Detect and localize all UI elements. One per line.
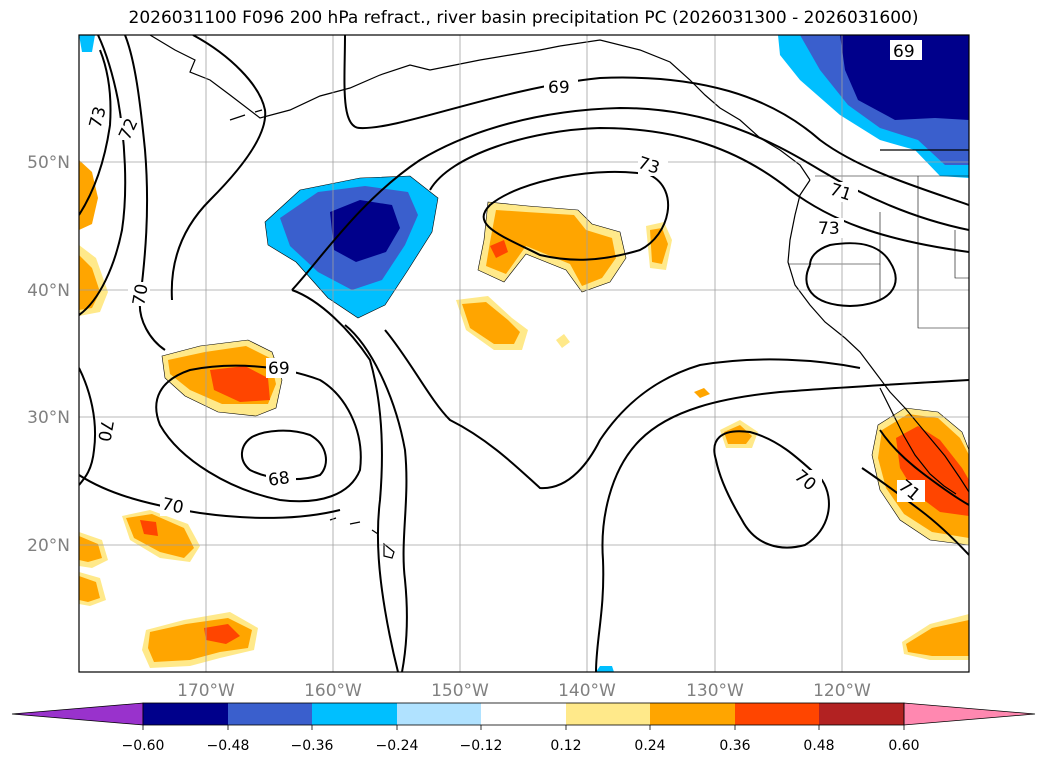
contour-label: 70 <box>93 418 116 443</box>
lon-label: 130°W <box>686 681 744 701</box>
colorbar-bin <box>650 703 735 725</box>
contour-label: 69 <box>268 359 290 379</box>
contour-labels: 69 69 73 72 70 73 71 73 69 68 70 70 70 <box>84 40 925 518</box>
alaska-coast <box>149 35 561 119</box>
colorbar-bin <box>397 703 481 725</box>
colorbar-bin <box>566 703 650 725</box>
contour-label: 70 <box>129 282 152 307</box>
colorbar-bin <box>312 703 397 725</box>
lat-label: 50°N <box>27 153 70 173</box>
colorbar-extend-low <box>11 702 144 726</box>
colorbar-tick-label: 0.24 <box>634 738 665 754</box>
hawaii-islands <box>329 517 395 559</box>
colorbar-bin <box>143 703 228 725</box>
colorbar-tick-label: −0.48 <box>207 738 250 754</box>
contour-label: 68 <box>267 468 291 491</box>
refractivity-contours <box>79 35 969 672</box>
colorbar-tick-label: 0.48 <box>803 738 834 754</box>
lat-label: 20°N <box>27 536 70 556</box>
colorbar-tick-label: 0.12 <box>550 738 581 754</box>
map-frame <box>78 34 970 673</box>
colorbar-bin <box>228 703 312 725</box>
lat-label: 30°N <box>27 408 70 428</box>
lon-label: 160°W <box>304 681 362 701</box>
longitude-labels: 170°W 160°W 150°W 140°W 130°W 120°W <box>177 681 871 701</box>
colorbar-bin <box>819 703 904 725</box>
colorbar-tick-label: 0.60 <box>888 738 919 754</box>
colorbar-tick-label: −0.36 <box>291 738 334 754</box>
contour-label: 69 <box>548 78 570 98</box>
gulf-of-alaska-coast <box>559 39 811 181</box>
map-title: 2026031100 F096 200 hPa refract., river … <box>128 8 919 28</box>
colorbar: −0.60 −0.48 −0.36 −0.24 −0.12 0.12 0.24 … <box>11 702 1036 754</box>
colorbar-tick-label: −0.12 <box>460 738 503 754</box>
shading-outlines <box>161 175 969 546</box>
contour-label: 70 <box>160 494 185 518</box>
baja-peninsula <box>879 387 957 495</box>
lon-label: 150°W <box>431 681 489 701</box>
colorbar-extend-high <box>903 702 1036 726</box>
colorbar-bin <box>481 703 566 725</box>
contour-label: 69 <box>893 42 915 62</box>
lat-label: 40°N <box>27 281 70 301</box>
graticule <box>79 35 969 672</box>
contour-label: 73 <box>818 219 840 239</box>
neg-anomaly-northeast-core <box>840 35 969 120</box>
lon-label: 120°W <box>813 681 871 701</box>
north-america-west-coast <box>787 179 969 493</box>
colorbar-tick-label: −0.60 <box>122 738 165 754</box>
colorbar-bin <box>735 703 819 725</box>
precip-shading <box>79 35 969 672</box>
political-borders <box>788 175 969 329</box>
colorbar-tick-label: −0.24 <box>376 738 419 754</box>
lon-label: 140°W <box>558 681 616 701</box>
neg-anomaly-central-core <box>330 200 400 262</box>
latitude-labels: 50°N 40°N 30°N 20°N <box>27 153 70 556</box>
lon-label: 170°W <box>177 681 235 701</box>
colorbar-tick-label: 0.36 <box>719 738 750 754</box>
